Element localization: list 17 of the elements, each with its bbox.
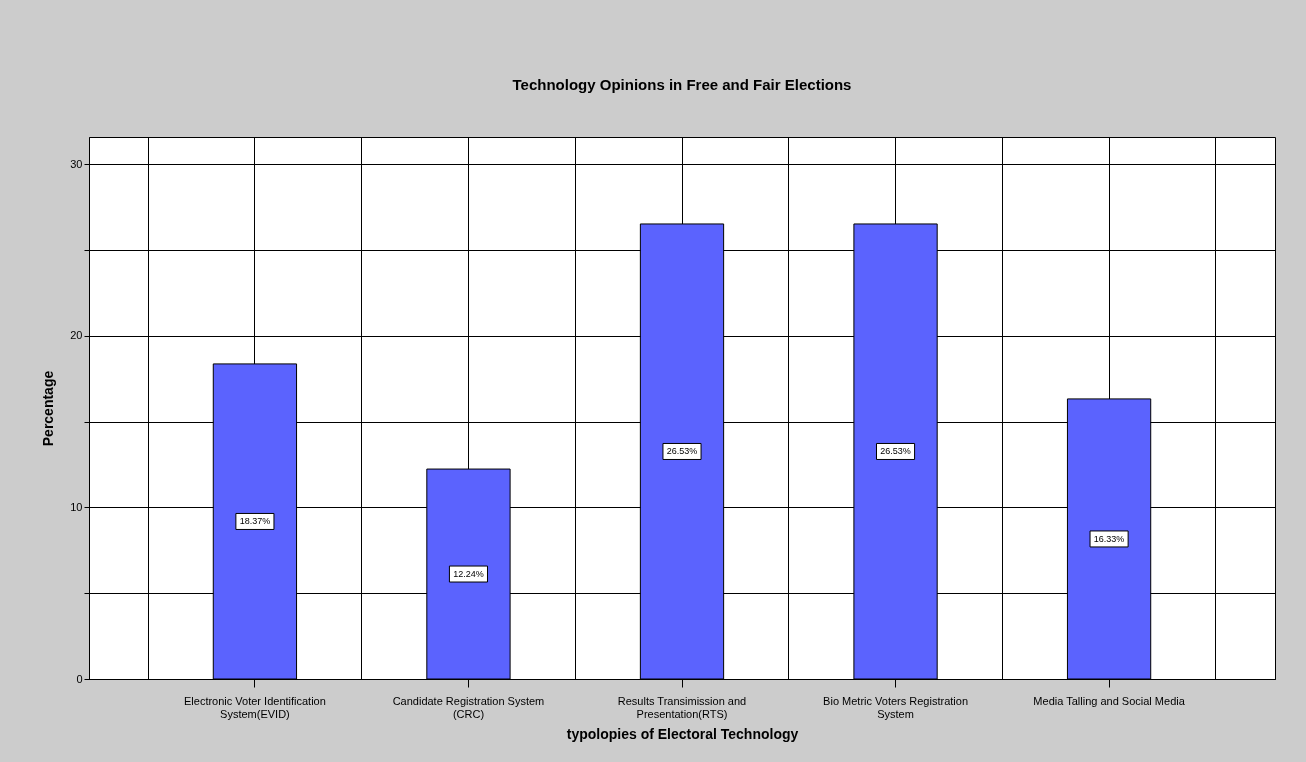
y-tick-label: 20 xyxy=(70,329,83,342)
data-label: 26.53% xyxy=(666,446,698,457)
data-label: 16.33% xyxy=(1093,533,1125,544)
y-tick-label: 0 xyxy=(76,672,83,685)
x-tick-label: Bio Metric Voters Registration System xyxy=(823,694,968,720)
data-label: 18.37% xyxy=(239,516,271,527)
x-tick-label: Results Transimission and Presentation(RTS) xyxy=(617,694,747,720)
y-tick-label: 10 xyxy=(70,500,83,513)
x-tick-label: Electronic Voter Identification System(EVID) xyxy=(183,694,326,720)
x-tick-label: Media Talling and Social Media xyxy=(1033,694,1186,707)
chart-title: Technology Opinions in Free and Fair Elections xyxy=(512,76,852,93)
y-tick-label: 30 xyxy=(70,157,83,170)
data-label: 26.53% xyxy=(880,446,911,457)
x-tick-label: Candidate Registration System (CRC) xyxy=(392,694,545,720)
data-label: 12.24% xyxy=(453,569,484,580)
y-axis-title: Percentage xyxy=(40,370,57,447)
x-axis-title: typolopies of Electoral Technology xyxy=(566,725,799,742)
